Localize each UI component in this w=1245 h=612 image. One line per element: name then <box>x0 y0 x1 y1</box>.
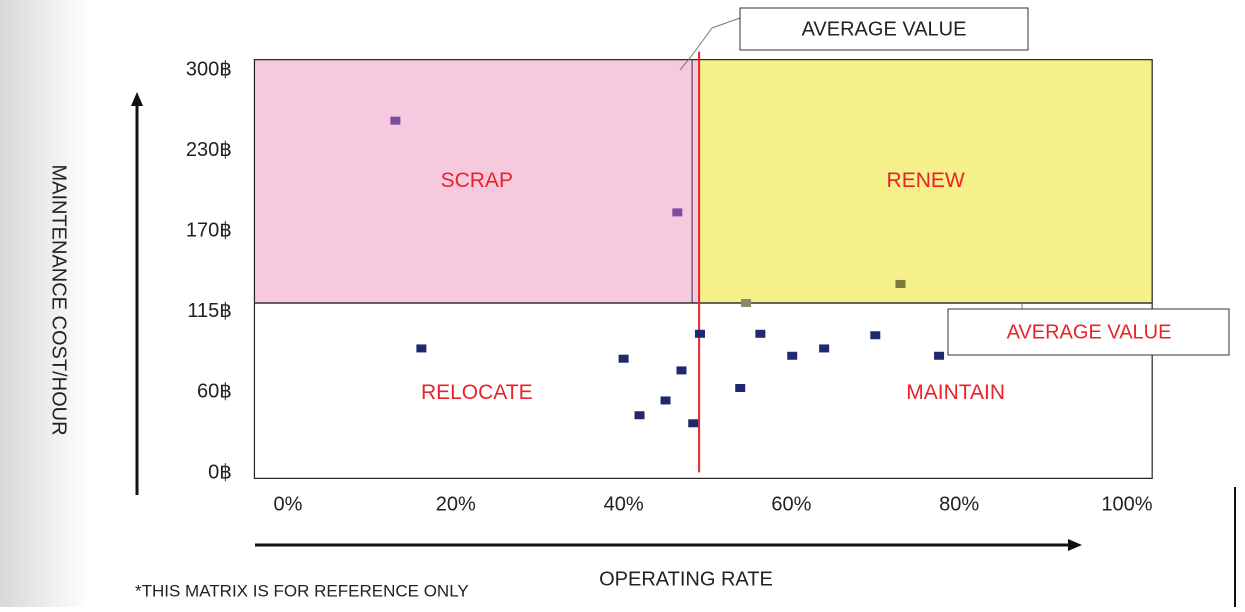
point <box>672 208 683 217</box>
arrow-head <box>131 92 143 106</box>
quadrant-label: SCRAP <box>441 169 513 192</box>
annotation-connector <box>711 17 741 29</box>
x-tick-label: 100% <box>1101 493 1152 515</box>
annotation-box <box>947 308 1230 356</box>
x-tick-label: 60% <box>771 493 811 515</box>
annotation: AVERAGE VALUE <box>802 18 967 40</box>
point <box>660 396 671 405</box>
plot-border <box>253 59 1153 479</box>
annotation-box <box>739 7 1029 51</box>
point <box>694 329 705 338</box>
y-axis-label: MAINTENANCE COST/HOUR <box>48 164 70 435</box>
y-tick-label: 115฿ <box>187 300 232 322</box>
x-tick-label: 20% <box>436 493 476 515</box>
point <box>895 279 906 288</box>
point <box>870 331 881 340</box>
annotation-connector <box>679 27 713 71</box>
point <box>819 344 830 353</box>
annotation: AVERAGE VALUE <box>1007 321 1172 343</box>
edge-shade <box>0 0 90 607</box>
point <box>390 116 401 125</box>
point <box>934 351 945 360</box>
y-tick-label: 230฿ <box>186 139 232 161</box>
point <box>634 411 645 420</box>
y-tick-label: 0฿ <box>208 461 232 483</box>
quadrant-fill <box>699 59 1153 304</box>
point <box>618 354 629 363</box>
point <box>688 419 699 428</box>
point <box>755 329 766 338</box>
y-tick-label: 60฿ <box>197 381 232 403</box>
point <box>787 351 798 360</box>
arrow-head <box>1068 539 1082 551</box>
point <box>735 384 746 393</box>
y-tick-label: 300฿ <box>186 58 232 80</box>
point <box>676 366 687 375</box>
quadrant-fill <box>254 59 700 304</box>
point <box>416 344 427 353</box>
x-tick-label: 0% <box>274 493 303 515</box>
point <box>741 299 752 308</box>
note: *THIS MATRIX IS FOR REFERENCE ONLY <box>135 581 469 600</box>
quadrant-label: MAINTAIN <box>906 381 1005 404</box>
y-tick-label: 170฿ <box>186 219 232 241</box>
x-axis-label: OPERATING RATE <box>599 568 773 590</box>
quadrant-label: RENEW <box>887 169 965 192</box>
x-tick-label: 80% <box>939 493 979 515</box>
x-tick-label: 40% <box>604 493 644 515</box>
quadrant-label: RELOCATE <box>421 381 533 404</box>
